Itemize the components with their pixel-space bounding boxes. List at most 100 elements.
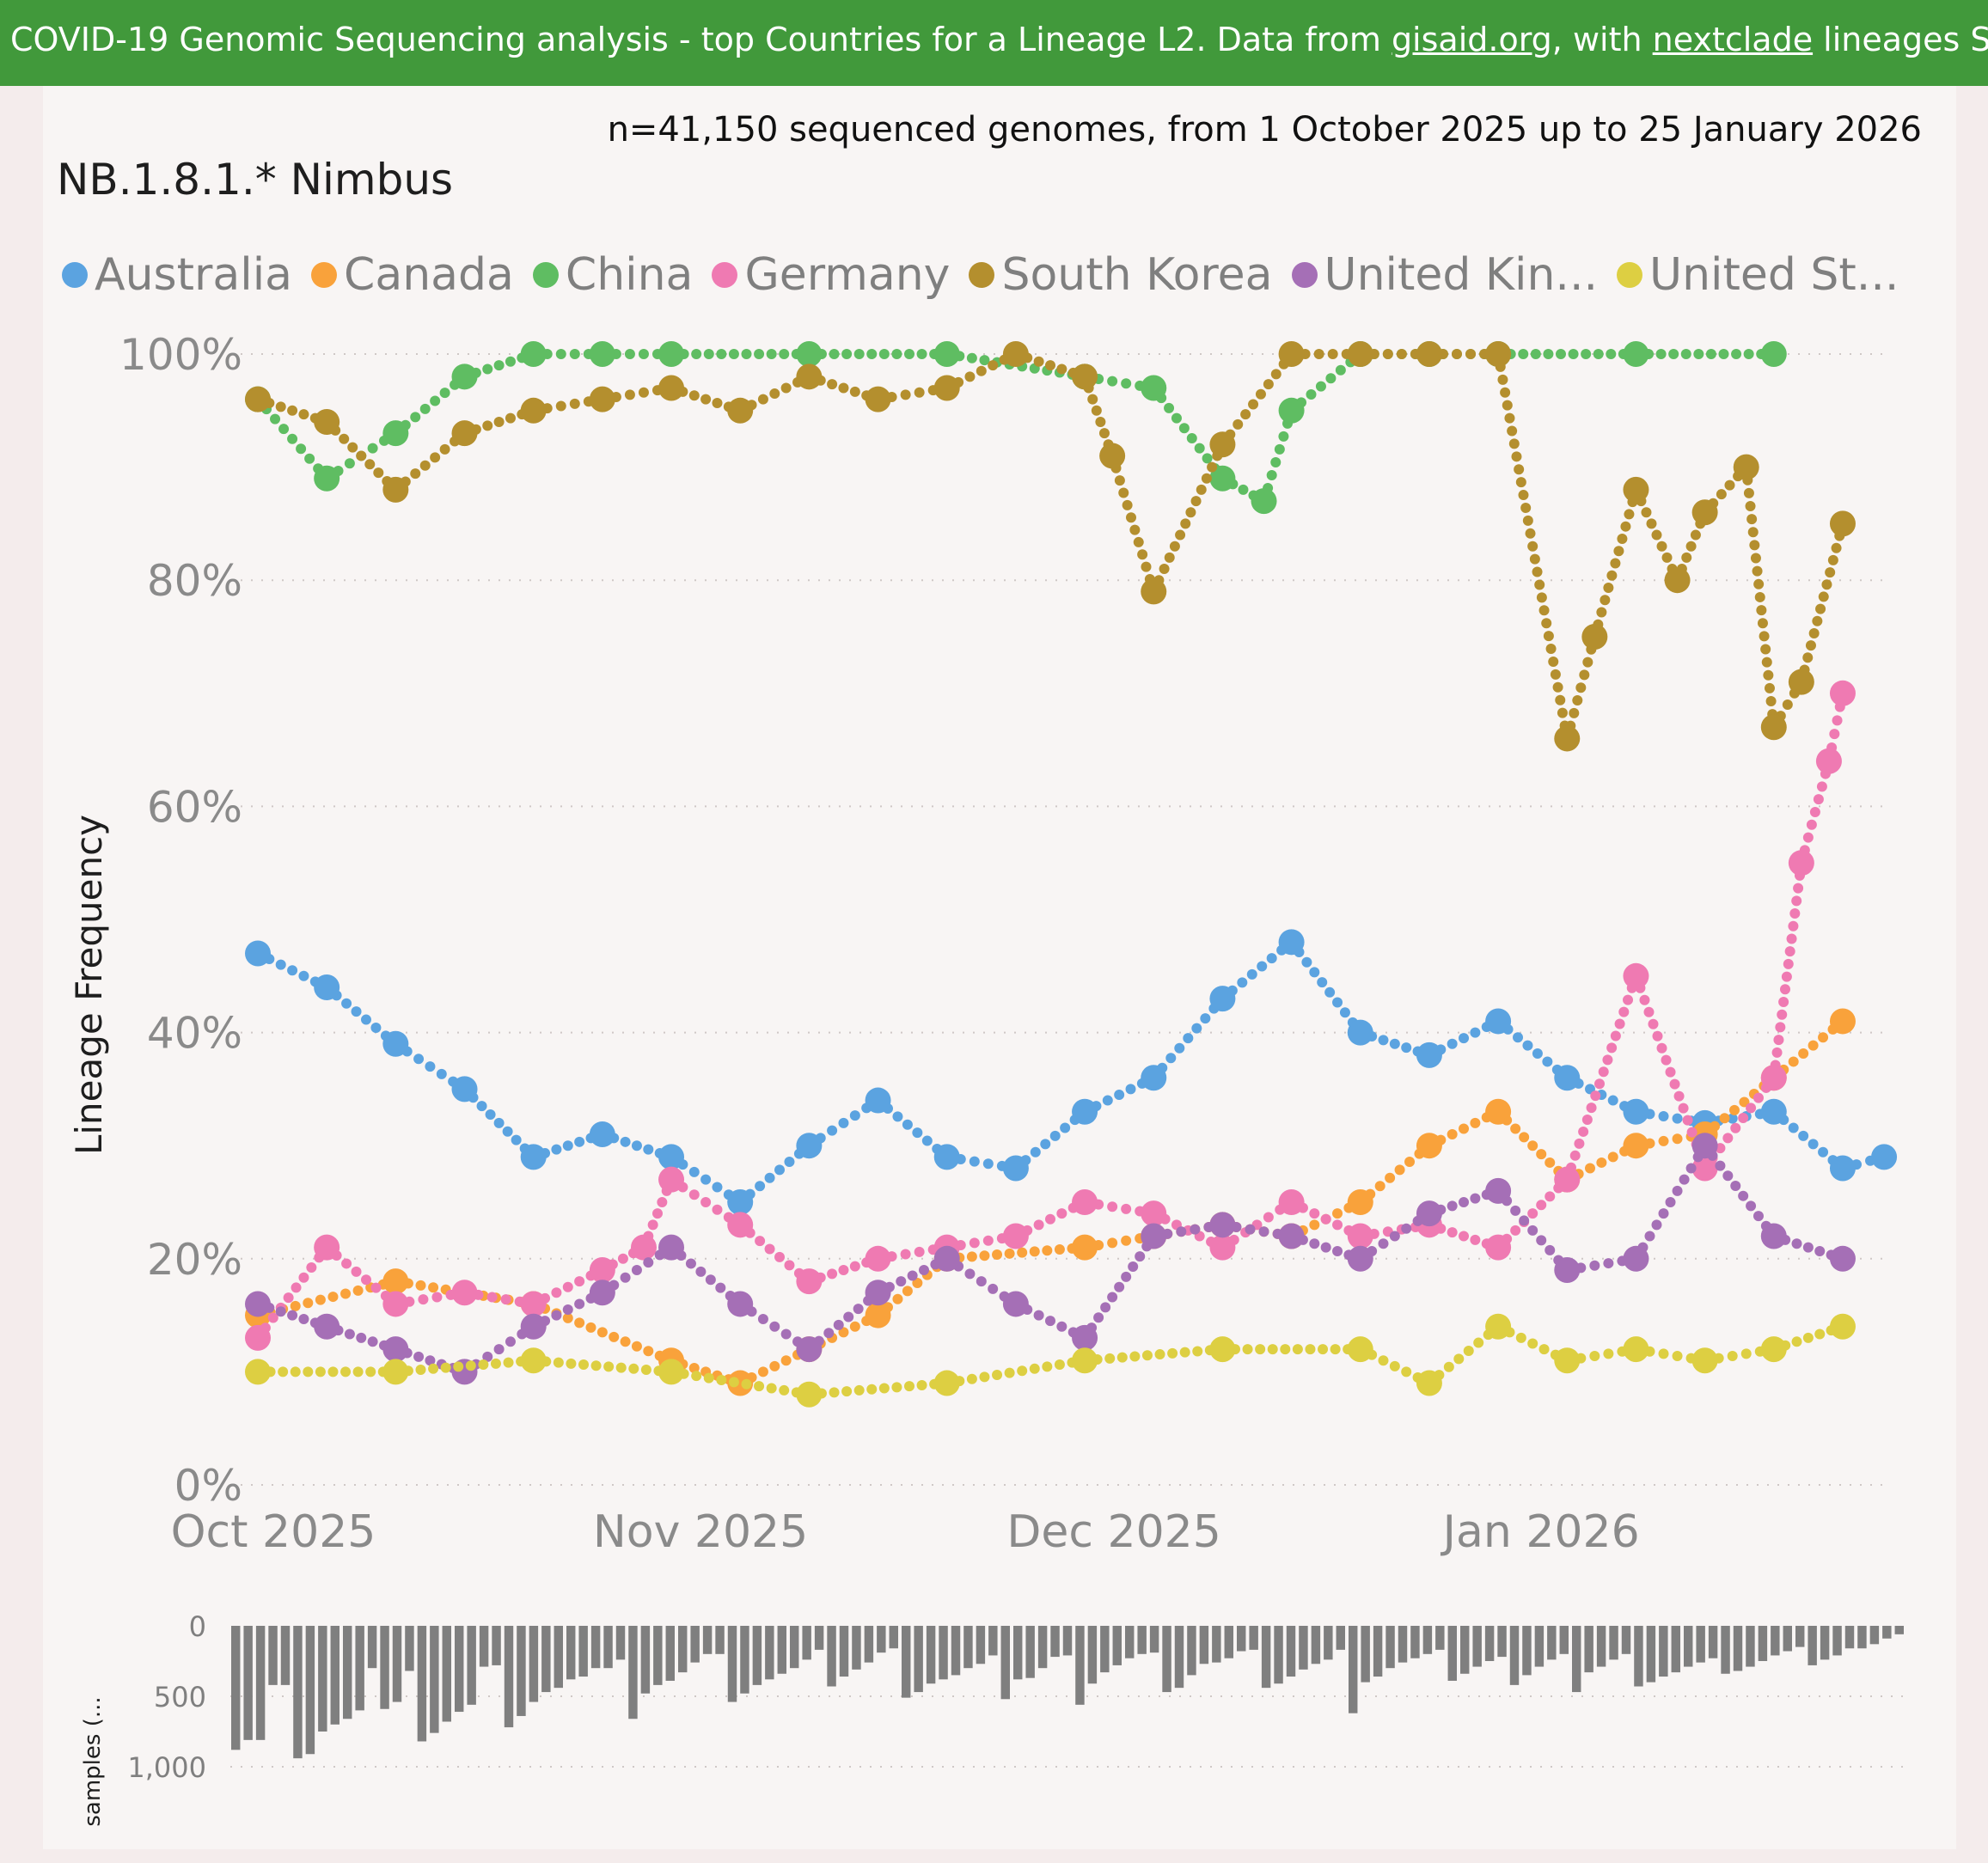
series-connector-dot: [493, 1344, 505, 1355]
data-point: [1072, 1347, 1098, 1374]
series-connector-dot: [1585, 1163, 1595, 1174]
series-connector-dot: [1590, 1090, 1601, 1102]
legend-item-canada[interactable]: Canada: [311, 249, 514, 301]
series-connector-dot: [964, 371, 976, 382]
data-point: [1554, 1256, 1581, 1283]
series-connector-dot: [688, 390, 700, 401]
data-point: [451, 1280, 478, 1306]
dashboard-header-bar: COVID-19 Genomic Sequencing analysis - t…: [0, 0, 1988, 86]
samples-bar: [1112, 1626, 1122, 1665]
series-connector-dot: [1557, 707, 1568, 718]
series-layer: [245, 341, 1898, 1408]
legend-label: China: [565, 249, 694, 301]
series-connector-dot: [1141, 1350, 1153, 1361]
series-connector-dot: [419, 460, 431, 471]
legend-item-germany[interactable]: Germany: [712, 249, 950, 301]
series-connector-dot: [780, 1329, 792, 1340]
series-connector-dot: [482, 420, 493, 431]
series-connector-dot: [728, 1377, 739, 1388]
series-connector-dot: [503, 1357, 514, 1368]
series-connector-dot: [620, 1136, 631, 1147]
series-connector-dot: [1618, 1006, 1630, 1017]
samples-bar: [318, 1626, 327, 1732]
series-connector-dot: [1651, 529, 1662, 541]
series-connector-dot: [1538, 1344, 1550, 1355]
series-connector-dot: [1515, 1332, 1526, 1343]
samples-bar: [1249, 1626, 1258, 1650]
legend-item-united-kingdom[interactable]: United Kin...: [1291, 249, 1598, 301]
samples-bar: [814, 1626, 824, 1650]
legend-item-united-states[interactable]: United St...: [1617, 249, 1899, 301]
series-connector-dot: [1777, 1009, 1788, 1020]
series-connector-dot: [1543, 631, 1554, 642]
series-connector-dot: [1129, 524, 1141, 535]
series-connector-dot: [493, 1117, 505, 1128]
nextclade-link[interactable]: nextclade: [1652, 21, 1814, 58]
gisaid-link[interactable]: gisaid.org: [1391, 21, 1552, 58]
series-connector-dot: [1532, 1048, 1543, 1060]
series-connector-dot: [779, 1384, 790, 1396]
series-connector-dot: [891, 349, 902, 359]
y-tick-label: 80%: [147, 556, 242, 606]
series-connector-dot: [1693, 349, 1704, 359]
data-point: [865, 1087, 891, 1114]
samples-bar: [1324, 1626, 1333, 1660]
series-connector-dot: [1530, 349, 1541, 359]
series-connector-dot: [1639, 994, 1650, 1005]
gridlines: [241, 353, 1891, 1486]
series-connector-dot: [916, 1379, 927, 1390]
series-connector-dot: [1029, 1246, 1040, 1257]
series-connector-dot: [430, 452, 441, 463]
series-connector-dot: [551, 1144, 562, 1155]
series-connector-dot: [1325, 373, 1337, 384]
series-connector-dot: [620, 1272, 631, 1283]
series-connector-dot: [1685, 541, 1697, 552]
samples-bar: [1000, 1626, 1010, 1700]
samples-bar: [1087, 1626, 1098, 1684]
samples-bar: [1808, 1626, 1817, 1665]
series-connector-dot: [287, 433, 298, 444]
series-connector-dot: [413, 1351, 425, 1362]
series-connector-dot: [703, 1372, 714, 1384]
series-connector-dot: [1459, 1197, 1470, 1207]
samples-bar: [1410, 1626, 1420, 1658]
series-connector-dot: [1453, 1353, 1465, 1365]
series-connector-dot: [1378, 1238, 1389, 1249]
series-connector-dot: [1137, 549, 1148, 560]
series-connector-dot: [1536, 1200, 1547, 1211]
series-connector-dot: [1470, 1117, 1481, 1128]
series-connector-dot: [640, 1365, 651, 1376]
legend-item-china[interactable]: China: [532, 249, 694, 301]
series-connector-dot: [1033, 1310, 1044, 1321]
series-connector-dot: [1536, 1235, 1547, 1246]
samples-bar: [1025, 1626, 1035, 1678]
data-point: [658, 341, 685, 367]
series-connector-dot: [562, 1312, 573, 1323]
samples-bar: [1484, 1626, 1495, 1661]
samples-bar: [590, 1626, 601, 1669]
samples-tick-label: 1,000: [127, 1751, 206, 1784]
series-connector-dot: [1270, 369, 1281, 380]
series-connector-dot: [1207, 461, 1218, 473]
samples-bar: [1771, 1626, 1780, 1656]
series-connector-dot: [1672, 1133, 1683, 1145]
series-connector-dot: [1017, 1247, 1028, 1258]
series-connector-dot: [356, 450, 367, 461]
samples-bar: [1385, 1626, 1395, 1669]
x-axis-ticks: Oct 2025 Nov 2025 Dec 2025 Jan 2026: [171, 1506, 1640, 1558]
samples-bar: [455, 1626, 464, 1713]
series-connector-dot: [1175, 529, 1186, 541]
legend-item-australia[interactable]: Australia: [62, 249, 292, 301]
legend-label: Australia: [95, 249, 293, 301]
series-connector-dot: [1825, 567, 1836, 578]
series-connector-dot: [553, 1357, 564, 1368]
series-connector-dot: [1515, 477, 1526, 488]
series-connector-dot: [1743, 349, 1754, 359]
series-connector-dot: [1788, 920, 1799, 932]
series-connector-dot: [1594, 1078, 1606, 1090]
legend-item-south-korea[interactable]: South Korea: [969, 249, 1273, 301]
series-connector-dot: [907, 1270, 918, 1281]
series-connector-dot: [1292, 1344, 1303, 1355]
series-connector-dot: [1743, 487, 1754, 498]
samples-bar: [417, 1626, 427, 1742]
